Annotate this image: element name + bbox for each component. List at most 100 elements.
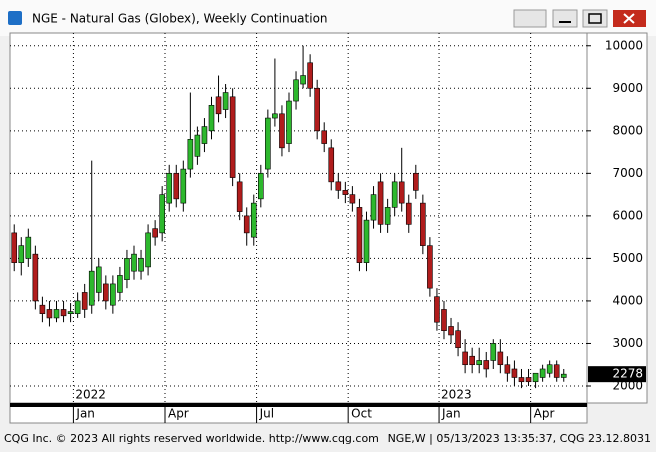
candle-body bbox=[405, 202, 412, 225]
candle-body bbox=[532, 372, 539, 383]
candle-body bbox=[53, 309, 60, 319]
candle-body bbox=[215, 96, 222, 115]
candle-body bbox=[88, 270, 95, 306]
candle-body bbox=[518, 377, 525, 383]
minimize-button[interactable] bbox=[552, 9, 578, 28]
candle-body bbox=[539, 368, 546, 378]
candle-body bbox=[455, 330, 461, 349]
candle-body bbox=[272, 113, 278, 119]
candle-body bbox=[81, 292, 88, 310]
candle-body bbox=[95, 266, 102, 293]
candle-body bbox=[504, 364, 511, 374]
candle-body bbox=[145, 232, 151, 268]
candle-body bbox=[286, 100, 292, 144]
candle-body bbox=[67, 311, 74, 314]
candle-body bbox=[307, 62, 313, 89]
candle-body bbox=[370, 194, 377, 221]
candle-body bbox=[342, 190, 349, 195]
window-title: NGE - Natural Gas (Globex), Weekly Conti… bbox=[32, 12, 328, 26]
x-tick-label: Apr bbox=[534, 407, 555, 421]
candle-body bbox=[560, 373, 567, 378]
y-tick-label: 9000 bbox=[612, 81, 643, 95]
candle-body bbox=[103, 283, 109, 302]
maximize-button[interactable] bbox=[582, 9, 608, 28]
candle-body bbox=[46, 309, 53, 319]
y-tick-label: 10000 bbox=[605, 38, 643, 52]
candle-body bbox=[138, 258, 144, 272]
candle-body bbox=[60, 309, 67, 317]
candle-body bbox=[250, 202, 257, 238]
candle-body bbox=[243, 215, 250, 234]
candle-body bbox=[194, 134, 201, 157]
candle-body bbox=[511, 368, 518, 378]
candle-body bbox=[265, 117, 271, 170]
footer-right: NGE,W | 05/13/2023 13:35:37, CQG 23.12.8… bbox=[388, 432, 651, 445]
candle-body bbox=[180, 168, 187, 204]
candle-body bbox=[187, 139, 194, 170]
candle-body bbox=[159, 194, 165, 234]
y-tick-label: 5000 bbox=[612, 251, 643, 265]
candle-body bbox=[462, 351, 468, 366]
price-axis bbox=[586, 32, 648, 404]
candle-body bbox=[279, 113, 285, 149]
close-icon bbox=[623, 13, 635, 24]
candle-body bbox=[413, 173, 419, 191]
candle-body bbox=[152, 228, 158, 238]
maximize-icon bbox=[588, 13, 602, 24]
candle-body bbox=[117, 275, 123, 293]
candle-body bbox=[258, 173, 264, 200]
candle-body bbox=[236, 181, 243, 212]
candle-body bbox=[328, 147, 335, 183]
candle-body bbox=[18, 245, 25, 263]
candle-body bbox=[398, 181, 405, 204]
app-icon bbox=[8, 11, 22, 25]
x-tick-label: Jan bbox=[75, 407, 95, 421]
candle-body bbox=[293, 79, 299, 102]
candle-body bbox=[469, 355, 475, 366]
last-price-label: 2278 bbox=[612, 367, 643, 381]
candle-body bbox=[201, 126, 208, 144]
candle-body bbox=[349, 194, 356, 204]
candle-body bbox=[525, 377, 532, 383]
link-button[interactable] bbox=[513, 9, 547, 28]
y-tick-label: 6000 bbox=[612, 208, 643, 222]
x-tick-label: Jan bbox=[441, 407, 461, 421]
candle-body bbox=[300, 75, 306, 85]
candle-body bbox=[434, 296, 440, 323]
candle-body bbox=[546, 364, 553, 374]
year-label: 2022 bbox=[75, 388, 106, 402]
candle-body bbox=[448, 326, 454, 336]
x-tick-label: Oct bbox=[351, 407, 372, 421]
candle-body bbox=[110, 283, 116, 306]
candle-body bbox=[476, 360, 483, 366]
candle-body bbox=[377, 181, 384, 225]
y-tick-label: 4000 bbox=[612, 293, 643, 307]
time-strip bbox=[10, 403, 587, 407]
candle-body bbox=[363, 219, 370, 263]
x-tick-label: Apr bbox=[168, 407, 189, 421]
x-tick-label: Jul bbox=[259, 407, 274, 421]
candle-body bbox=[441, 309, 447, 332]
candle-body bbox=[124, 258, 130, 280]
year-label: 2023 bbox=[441, 388, 472, 402]
title-bar bbox=[0, 0, 656, 36]
candle-body bbox=[39, 304, 46, 314]
last-price-box bbox=[588, 366, 646, 383]
candle-body bbox=[553, 364, 560, 378]
candle-body bbox=[131, 253, 137, 272]
candle-body bbox=[427, 245, 433, 289]
footer-left: CQG Inc. © 2023 All rights reserved worl… bbox=[4, 432, 379, 445]
plot: 2000300040005000600070008000900010000Jan… bbox=[10, 33, 646, 423]
candle-body bbox=[208, 104, 215, 132]
candle-body bbox=[321, 130, 328, 144]
candle-body bbox=[483, 360, 490, 370]
candle-body bbox=[32, 253, 39, 302]
candle-body bbox=[166, 173, 173, 204]
y-tick-label: 7000 bbox=[612, 166, 643, 180]
candle-body bbox=[335, 181, 342, 191]
candle-body bbox=[173, 173, 180, 200]
candle-body bbox=[222, 92, 229, 110]
candle-body bbox=[490, 343, 497, 361]
candle-body bbox=[384, 207, 391, 225]
